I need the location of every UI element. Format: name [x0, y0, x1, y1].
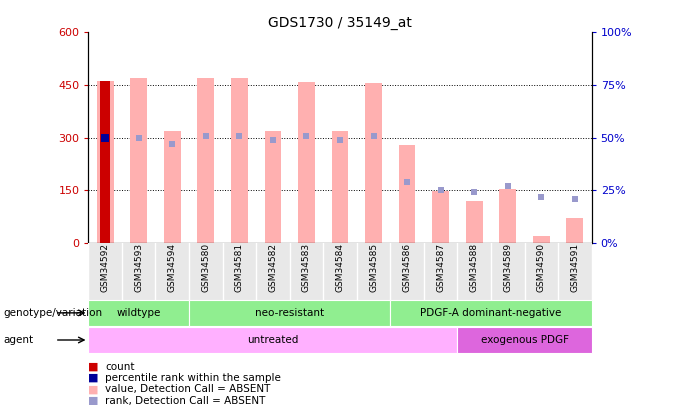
- Bar: [458, 327, 592, 353]
- Title: GDS1730 / 35149_at: GDS1730 / 35149_at: [268, 16, 412, 30]
- Bar: [566, 218, 583, 243]
- Text: genotype/variation: genotype/variation: [3, 308, 103, 318]
- Text: ■: ■: [88, 396, 99, 405]
- Text: ■: ■: [88, 373, 99, 383]
- Bar: [332, 131, 348, 243]
- Bar: [164, 131, 181, 243]
- Text: agent: agent: [3, 335, 33, 345]
- Text: value, Detection Call = ABSENT: value, Detection Call = ABSENT: [105, 384, 271, 394]
- Bar: [131, 78, 147, 243]
- Bar: [466, 201, 483, 243]
- Text: PDGF-A dominant-negative: PDGF-A dominant-negative: [420, 308, 562, 318]
- Bar: [398, 145, 415, 243]
- Bar: [97, 81, 114, 243]
- Text: rank, Detection Call = ABSENT: rank, Detection Call = ABSENT: [105, 396, 266, 405]
- Text: count: count: [105, 362, 135, 371]
- Text: ■: ■: [88, 384, 99, 394]
- Bar: [298, 81, 315, 243]
- Bar: [533, 236, 549, 243]
- Bar: [265, 131, 282, 243]
- Bar: [499, 189, 516, 243]
- Bar: [197, 78, 214, 243]
- Text: wildtype: wildtype: [116, 308, 161, 318]
- Text: exogenous PDGF: exogenous PDGF: [481, 335, 568, 345]
- Bar: [365, 83, 382, 243]
- Bar: [100, 81, 110, 243]
- Bar: [390, 300, 592, 326]
- Text: ■: ■: [88, 362, 99, 371]
- Bar: [432, 191, 449, 243]
- Bar: [231, 78, 248, 243]
- Text: percentile rank within the sample: percentile rank within the sample: [105, 373, 282, 383]
- Text: untreated: untreated: [248, 335, 299, 345]
- Bar: [189, 300, 390, 326]
- Bar: [88, 300, 189, 326]
- Text: neo-resistant: neo-resistant: [255, 308, 324, 318]
- Bar: [88, 327, 458, 353]
